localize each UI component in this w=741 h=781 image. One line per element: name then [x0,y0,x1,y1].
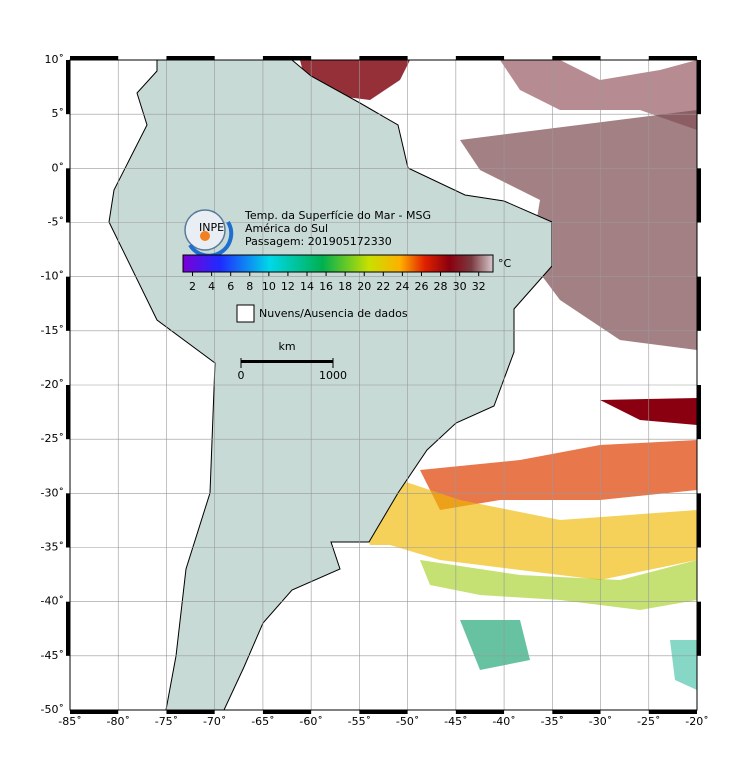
x-tick-label: -75˚ [155,715,178,728]
frame-bar [359,56,408,60]
frame-bar [66,168,70,223]
map-region: América do Sul [245,222,328,235]
colorbar [182,254,494,273]
y-tick-label: -20˚ [41,378,64,391]
frame-bar [552,56,601,60]
frame-bar [66,385,70,440]
logo: INPE [184,209,234,258]
frame-bar [66,493,70,548]
x-tick-label: -30˚ [589,715,612,728]
colorbar-tick-label: 12 [281,280,295,293]
colorbar-tick-label: 28 [434,280,448,293]
colorbar-tick-label: 2 [189,280,196,293]
colorbar-tick-label: 10 [262,280,276,293]
scale-bar [241,360,333,363]
frame-bar [262,56,312,60]
logo-text: INPE [199,221,224,234]
frame-bar [70,710,119,714]
x-tick-label: -40˚ [492,715,515,728]
x-tick-label: -80˚ [106,715,129,728]
scale-tick-label: 1000 [319,369,347,382]
y-tick-label: -45˚ [41,649,64,662]
y-tick-label: 5˚ [52,107,65,120]
frame-bar [648,56,697,60]
colorbar-tick-label: 20 [357,280,371,293]
x-tick-label: -35˚ [541,715,564,728]
y-tick-label: -10˚ [41,270,64,283]
y-tick-label: -15˚ [41,324,64,337]
frame-bar [66,601,70,656]
x-tick-label: -25˚ [637,715,660,728]
colorbar-tick-label: 14 [300,280,314,293]
frame-bar [70,56,119,60]
y-tick-label: -30˚ [41,486,64,499]
colorbar-tick-label: 4 [208,280,215,293]
frame-bar [166,710,215,714]
colorbar-tick-label: 30 [453,280,467,293]
sst-field [300,60,697,690]
scale-tick-label: 0 [238,369,245,382]
frame-bar [262,710,312,714]
legend-label: Nuvens/Ausencia de dados [259,307,408,320]
frame-bar [697,601,701,656]
y-tick-label: -40˚ [41,595,64,608]
colorbar-tick-label: 22 [376,280,390,293]
colorbar-tick-label: 8 [246,280,253,293]
colorbar-tick-label: 32 [472,280,486,293]
colorbar-tick-label: 24 [395,280,409,293]
colorbar-unit: °C [498,257,512,270]
frame-bar [697,493,701,548]
scale-unit: km [278,340,295,353]
x-tick-label: -50˚ [396,715,419,728]
frame-bar [697,168,701,223]
frame-bar [359,710,408,714]
legend-swatch [236,304,255,323]
y-tick-label: 10˚ [45,53,65,66]
frame-bar [455,710,505,714]
frame-bar [552,710,601,714]
colorbar-tick-label: 18 [338,280,352,293]
map-title: Temp. da Superfície do Mar - MSG [244,209,431,222]
frame-bar [66,276,70,331]
x-tick-label: -45˚ [444,715,467,728]
frame-bar [166,56,215,60]
colorbar-tick-label: 16 [319,280,333,293]
y-tick-label: -35˚ [41,541,64,554]
frame-bar [66,60,70,115]
frame-bar [455,56,505,60]
x-tick-label: -55˚ [348,715,371,728]
x-tick-label: -60˚ [299,715,322,728]
x-tick-label: -85˚ [58,715,81,728]
map-pass: Passagem: 201905172330 [245,235,392,248]
y-tick-label: 0˚ [52,161,65,174]
frame-bar [697,60,701,115]
x-tick-label: -70˚ [203,715,226,728]
x-tick-label: -65˚ [251,715,274,728]
x-tick-label: -20˚ [685,715,708,728]
frame-bar [648,710,697,714]
colorbar-tick-label: 26 [414,280,428,293]
y-tick-label: -5˚ [48,216,64,229]
colorbar-tick-label: 6 [227,280,234,293]
frame-bar [697,276,701,331]
frame-bar [697,385,701,440]
y-tick-label: -25˚ [41,432,64,445]
y-tick-label: -50˚ [41,703,64,716]
